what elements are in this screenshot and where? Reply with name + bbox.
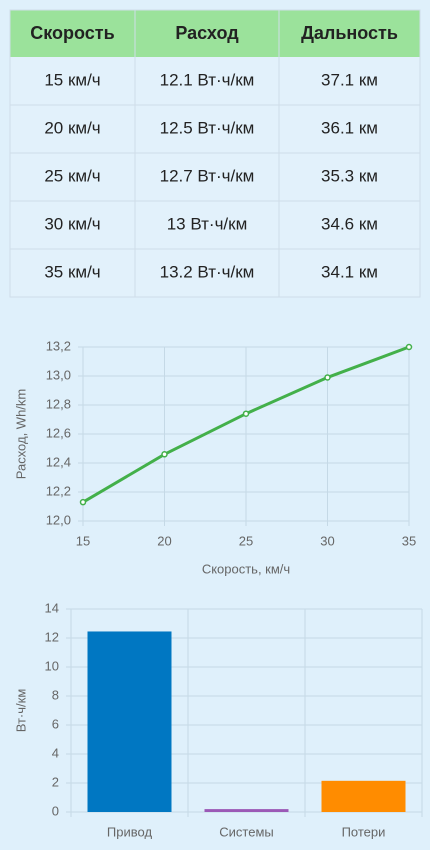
table-header-cell: Скорость [30,23,114,43]
y-tick-label: 2 [52,774,59,789]
table-cell: 15 км/ч [44,70,100,89]
table-header-cell: Расход [175,23,239,43]
bar [87,631,172,812]
table-cell: 12.5 Вт·ч/км [160,118,255,137]
point [79,498,87,506]
y-axis-label: Расход, Wh/km [13,389,28,480]
point [161,451,168,458]
y-tick-label: 4 [52,745,59,760]
table-cell: 20 км/ч [44,118,100,137]
point [324,374,331,381]
y-tick-label: 12 [45,629,59,644]
x-tick-label: 35 [402,533,416,548]
table-cell: 34.6 км [321,214,378,233]
bar [321,780,406,812]
y-tick-label: 8 [52,687,59,702]
table-cell: 35 км/ч [44,262,100,281]
table-border [9,9,421,298]
y-tick-label: 6 [52,716,59,731]
table-header-cell: Дальность [301,23,398,43]
table-cell: 25 км/ч [44,166,100,185]
y-tick-label: 12,8 [46,396,71,411]
table-cell: 12.7 Вт·ч/км [160,166,255,185]
table-cell: 13 Вт·ч/км [167,214,248,233]
table-cell: 30 км/ч [44,214,100,233]
x-tick-label: Привод [107,824,153,839]
table-cell: 12.1 Вт·ч/км [160,70,255,89]
y-tick-label: 12,4 [46,454,71,469]
x-tick-label: 30 [320,533,334,548]
y-tick-label: 10 [45,658,59,673]
y-tick-label: 12,0 [46,512,71,527]
point [405,343,413,351]
x-tick-label: 25 [239,533,253,548]
y-tick-label: 0 [52,803,59,818]
table-cell: 13.2 Вт·ч/км [160,262,255,281]
table-header-bg [10,10,420,57]
y-tick-label: 14 [45,600,59,615]
y-tick-label: 12,2 [46,483,71,498]
table-cell: 36.1 км [321,118,378,137]
y-tick-label: 13,2 [46,338,71,353]
point [242,410,250,417]
y-tick-label: 12,6 [46,425,71,440]
x-tick-label: 15 [76,533,90,548]
x-tick-label: Системы [219,824,273,839]
bar [204,809,289,812]
x-tick-label: Потери [342,824,386,839]
table-body-bg [10,57,420,297]
x-tick-label: 20 [157,533,171,548]
table-cell: 34.1 км [321,262,378,281]
x-axis-label: Скорость, км/ч [202,561,290,576]
y-axis-label: Вт·ч/км [13,689,28,733]
table-cell: 37.1 км [321,70,378,89]
table-cell: 35.3 км [321,166,378,185]
y-tick-label: 13,0 [46,367,71,382]
